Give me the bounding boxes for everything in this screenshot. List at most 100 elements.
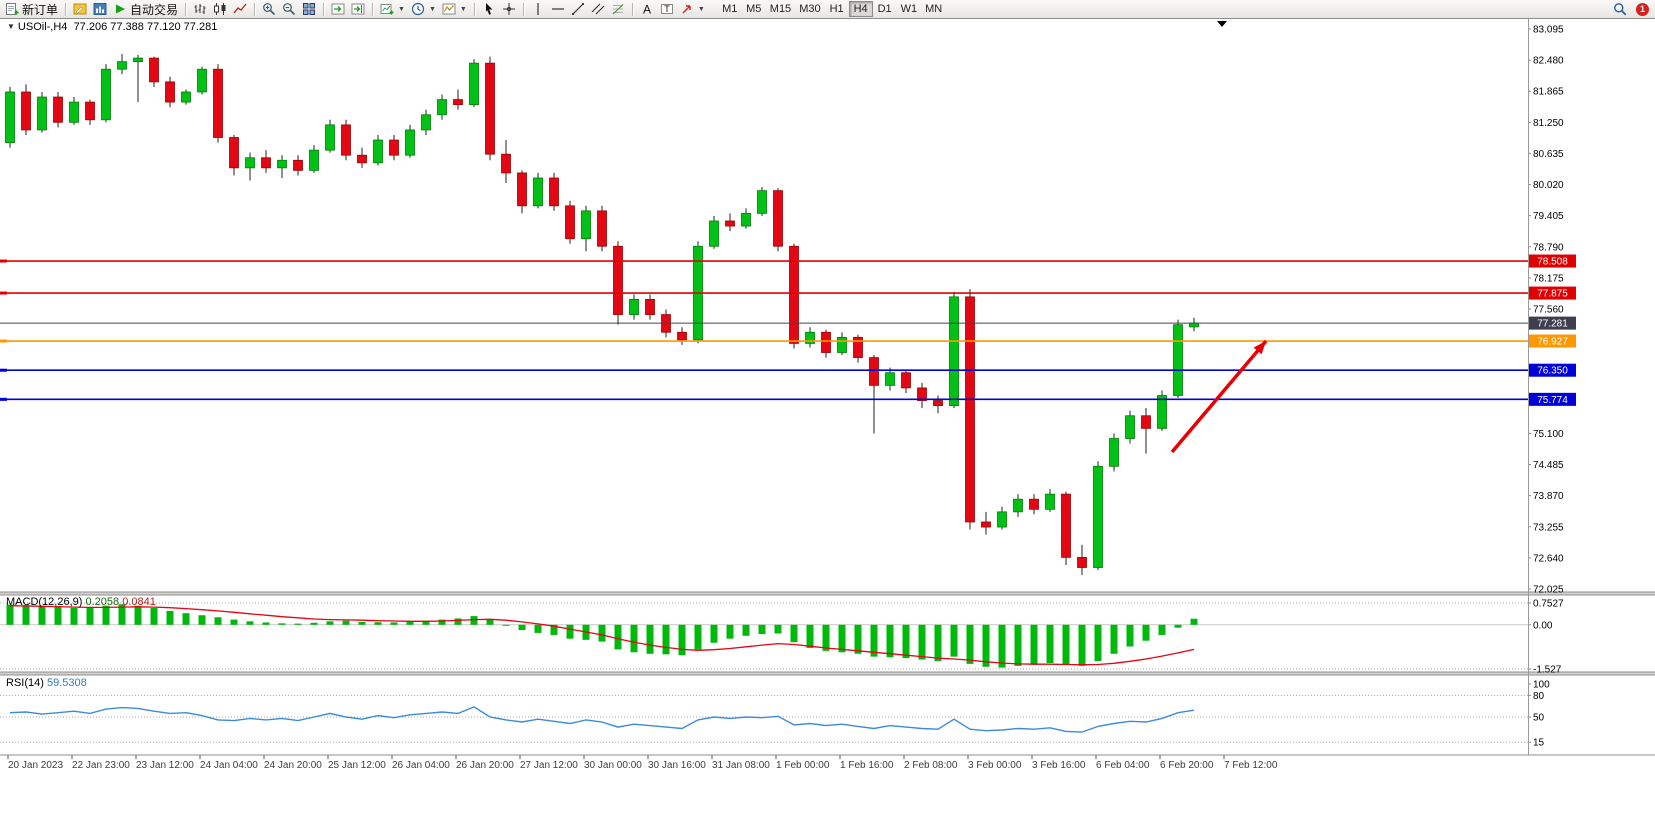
chevron-down-icon: ▼ [459,5,467,13]
arrow-tool-icon [682,5,691,14]
macd-name: MACD(12,26,9) [6,596,83,608]
arrows-tool-button[interactable]: ▼ [677,1,708,17]
timeframe-M30[interactable]: M30 [795,1,824,17]
timeframe-toolbar: M1 M5 M15 M30 H1 H4 D1 W1 MN [718,1,946,17]
rsi-indicator-label: RSI(14) 59.5308 [6,677,87,689]
timeframe-MN[interactable]: MN [921,1,946,17]
svg-text:2 Feb 08:00: 2 Feb 08:00 [904,760,958,771]
notification-badge[interactable]: 1 [1636,2,1649,16]
svg-text:73.255: 73.255 [1533,522,1564,533]
new-order-button[interactable]: 新订单 [2,1,61,17]
crosshair-icon [502,3,515,15]
templates-icon [442,3,456,15]
metaeditor-icon [73,3,87,15]
macd-indicator-label: MACD(12,26,9) 0.2058 0.0841 [6,596,156,608]
svg-text:3 Feb 00:00: 3 Feb 00:00 [968,760,1022,771]
templates-button[interactable]: ▼ [439,1,470,17]
toolbar-separator [631,2,633,16]
auto-trading-button[interactable]: 自动交易 [110,1,181,17]
svg-text:1 Feb 00:00: 1 Feb 00:00 [776,760,830,771]
svg-text:73.870: 73.870 [1533,491,1564,502]
zoom-out-button[interactable] [279,1,299,17]
timeframe-H1[interactable]: H1 [825,1,849,17]
search-button[interactable] [1610,1,1630,17]
svg-text:76.927: 76.927 [1537,337,1568,348]
chevron-down-icon: ▼ [697,5,705,13]
channel-tool-button[interactable] [588,1,608,17]
chart-shift-button[interactable] [348,1,368,17]
timeframe-W1[interactable]: W1 [897,1,922,17]
line-chart-icon [233,3,247,14]
rsi-value: 59.5308 [46,677,87,689]
tile-windows-button[interactable] [299,1,319,17]
svg-text:30 Jan 00:00: 30 Jan 00:00 [584,760,642,771]
candlestick-chart-icon [214,3,226,15]
channel-icon [591,3,605,15]
search-icon [1614,3,1627,16]
svg-text:23 Jan 12:00: 23 Jan 12:00 [136,760,194,771]
svg-text:83.095: 83.095 [1533,25,1564,36]
vertical-line-tool-button[interactable] [528,1,548,17]
svg-text:6 Feb 04:00: 6 Feb 04:00 [1096,760,1150,771]
collapse-triangle-icon: ▼ [7,22,15,31]
svg-text:72.640: 72.640 [1533,553,1564,564]
periods-button[interactable]: ▼ [408,1,439,17]
svg-text:7 Feb 12:00: 7 Feb 12:00 [1224,760,1278,771]
svg-text:31 Jan 08:00: 31 Jan 08:00 [712,760,770,771]
svg-text:0.00: 0.00 [1533,620,1553,631]
timeframe-D1[interactable]: D1 [873,1,897,17]
market-watch-button[interactable] [90,1,110,17]
svg-text:100: 100 [1533,680,1550,691]
toolbar-right: 1 [1610,1,1653,17]
svg-text:15: 15 [1533,738,1545,749]
svg-text:77.875: 77.875 [1537,289,1568,300]
macd-signal-value: 0.0841 [122,596,156,608]
svg-text:20 Jan 2023: 20 Jan 2023 [8,760,63,771]
toolbar-separator [522,2,524,16]
chart-shift-icon [351,3,365,15]
trendline-tool-button[interactable] [568,1,588,17]
svg-text:26 Jan 04:00: 26 Jan 04:00 [392,760,450,771]
metaeditor-button[interactable] [70,1,90,17]
svg-text:75.100: 75.100 [1533,429,1564,440]
bar-chart-icon [194,4,206,14]
trendline-icon [571,2,584,16]
vertical-line-icon [537,3,539,15]
cursor-icon [485,3,493,15]
zoom-in-button[interactable] [259,1,279,17]
svg-text:79.405: 79.405 [1533,211,1564,222]
chevron-down-icon: ▼ [398,5,405,13]
line-chart-button[interactable] [230,1,250,17]
bar-chart-button[interactable] [190,1,210,17]
timeframe-H4[interactable]: H4 [848,1,873,17]
horizontal-line-icon [551,8,564,10]
svg-text:3 Feb 16:00: 3 Feb 16:00 [1032,760,1086,771]
text-tool-button[interactable]: A [637,1,657,17]
svg-text:6 Feb 20:00: 6 Feb 20:00 [1160,760,1214,771]
svg-text:80.635: 80.635 [1533,149,1564,160]
horizontal-line-tool-button[interactable] [548,1,568,17]
zoom-out-icon [283,3,296,16]
svg-text:72.025: 72.025 [1533,585,1564,596]
timeframe-M5[interactable]: M5 [742,1,766,17]
svg-text:78.175: 78.175 [1533,273,1564,284]
fibonacci-tool-button[interactable] [608,1,628,17]
auto-scroll-button[interactable] [328,1,348,17]
svg-text:81.865: 81.865 [1533,87,1564,98]
svg-text:22 Jan 23:00: 22 Jan 23:00 [72,760,130,771]
label-icon: T [660,4,673,14]
new-chart-button[interactable]: ▼ [377,1,408,17]
candlestick-chart-button[interactable] [210,1,230,17]
timeframe-M1[interactable]: M1 [718,1,742,17]
market-watch-icon [93,3,107,15]
svg-text:78.508: 78.508 [1537,257,1568,268]
cursor-tool-button[interactable] [479,1,499,17]
timeframe-M15[interactable]: M15 [766,1,795,17]
svg-text:80: 80 [1533,691,1545,702]
crosshair-tool-button[interactable] [499,1,519,17]
svg-text:24 Jan 04:00: 24 Jan 04:00 [200,760,258,771]
label-tool-button[interactable]: T [657,1,677,17]
chevron-down-icon: ▼ [428,5,436,13]
